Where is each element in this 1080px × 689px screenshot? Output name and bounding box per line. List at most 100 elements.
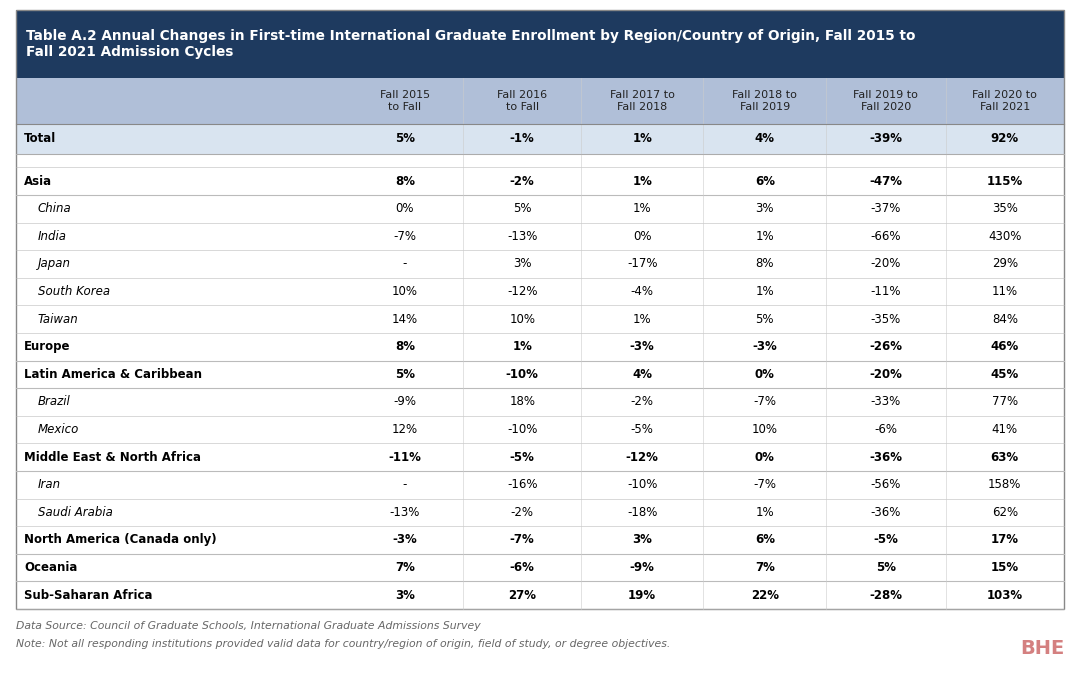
Text: 103%: 103% [987, 588, 1023, 601]
Text: 62%: 62% [991, 506, 1017, 519]
Text: 8%: 8% [395, 340, 415, 353]
Text: -7%: -7% [393, 230, 416, 243]
Text: Japan: Japan [38, 258, 71, 271]
Text: 0%: 0% [755, 451, 774, 464]
Bar [16, 167, 1064, 195]
Text: 6%: 6% [755, 175, 774, 187]
Text: -47%: -47% [869, 175, 902, 187]
Text: South Korea: South Korea [38, 285, 110, 298]
Text: Iran: Iran [38, 478, 62, 491]
Text: -17%: -17% [626, 258, 658, 271]
Text: 15%: 15% [990, 561, 1018, 574]
Text: Fall 2019 to
Fall 2020: Fall 2019 to Fall 2020 [853, 90, 918, 112]
Bar [16, 10, 1064, 78]
Text: 7%: 7% [755, 561, 774, 574]
Text: 5%: 5% [395, 132, 415, 145]
Text: -37%: -37% [870, 203, 901, 215]
Text: Oceania: Oceania [24, 561, 78, 574]
Text: -10%: -10% [505, 368, 539, 381]
Text: Middle East & North Africa: Middle East & North Africa [24, 451, 201, 464]
Text: -10%: -10% [627, 478, 658, 491]
Text: -5%: -5% [510, 451, 535, 464]
Text: 5%: 5% [756, 313, 774, 326]
Text: Saudi Arabia: Saudi Arabia [38, 506, 113, 519]
Text: 115%: 115% [987, 175, 1023, 187]
Text: -66%: -66% [870, 230, 901, 243]
Bar [16, 78, 1064, 124]
Text: Taiwan: Taiwan [38, 313, 79, 326]
Text: -13%: -13% [507, 230, 538, 243]
Text: 4%: 4% [632, 368, 652, 381]
Text: North America (Canada only): North America (Canada only) [24, 533, 217, 546]
Text: -: - [403, 258, 407, 271]
Text: 3%: 3% [632, 533, 652, 546]
Text: 8%: 8% [756, 258, 774, 271]
Text: -7%: -7% [753, 478, 777, 491]
Text: China: China [38, 203, 71, 215]
Text: 63%: 63% [990, 451, 1018, 464]
Text: 1%: 1% [633, 203, 651, 215]
Bar [16, 10, 1064, 609]
Text: Fall 2016
to Fall: Fall 2016 to Fall [497, 90, 548, 112]
Text: -2%: -2% [511, 506, 534, 519]
Text: 29%: 29% [991, 258, 1017, 271]
Text: 4%: 4% [755, 132, 774, 145]
Text: -12%: -12% [507, 285, 538, 298]
Text: -28%: -28% [869, 588, 902, 601]
Bar [16, 444, 1064, 471]
Text: -2%: -2% [631, 395, 653, 409]
Text: 41%: 41% [991, 423, 1017, 436]
Text: -3%: -3% [392, 533, 417, 546]
Text: -5%: -5% [631, 423, 653, 436]
Text: 0%: 0% [633, 230, 651, 243]
Text: -6%: -6% [875, 423, 897, 436]
Text: -33%: -33% [870, 395, 901, 409]
Text: Table A.2 Annual Changes in First-time International Graduate Enrollment by Regi: Table A.2 Annual Changes in First-time I… [26, 29, 916, 59]
Text: -11%: -11% [389, 451, 421, 464]
Text: -18%: -18% [627, 506, 658, 519]
Text: -13%: -13% [390, 506, 420, 519]
Text: -5%: -5% [874, 533, 899, 546]
Text: Latin America & Caribbean: Latin America & Caribbean [24, 368, 202, 381]
Text: 46%: 46% [990, 340, 1018, 353]
Text: 3%: 3% [395, 588, 415, 601]
Text: 14%: 14% [392, 313, 418, 326]
Text: 18%: 18% [509, 395, 536, 409]
Text: 5%: 5% [513, 203, 531, 215]
Bar [16, 499, 1064, 526]
Bar [16, 471, 1064, 499]
Text: 92%: 92% [990, 132, 1018, 145]
Text: Mexico: Mexico [38, 423, 79, 436]
Text: Note: Not all responding institutions provided valid data for country/region of : Note: Not all responding institutions pr… [16, 639, 671, 649]
Text: 1%: 1% [756, 285, 774, 298]
Text: 5%: 5% [876, 561, 895, 574]
Text: -6%: -6% [510, 561, 535, 574]
Text: 11%: 11% [991, 285, 1017, 298]
Text: 0%: 0% [755, 368, 774, 381]
Text: -7%: -7% [510, 533, 535, 546]
Text: 77%: 77% [991, 395, 1017, 409]
Text: -35%: -35% [870, 313, 901, 326]
Text: Total: Total [24, 132, 56, 145]
Bar [16, 278, 1064, 305]
Text: 1%: 1% [632, 132, 652, 145]
Text: 19%: 19% [629, 588, 657, 601]
Bar [16, 195, 1064, 223]
Text: -2%: -2% [510, 175, 535, 187]
Bar [16, 526, 1064, 554]
Text: 5%: 5% [395, 368, 415, 381]
Text: Fall 2020 to
Fall 2021: Fall 2020 to Fall 2021 [972, 90, 1037, 112]
Text: -11%: -11% [870, 285, 901, 298]
Text: 1%: 1% [756, 230, 774, 243]
Text: 10%: 10% [509, 313, 536, 326]
Text: 1%: 1% [756, 506, 774, 519]
Text: 17%: 17% [990, 533, 1018, 546]
Text: 8%: 8% [395, 175, 415, 187]
Text: -20%: -20% [869, 368, 902, 381]
Text: 84%: 84% [991, 313, 1017, 326]
Text: India: India [38, 230, 67, 243]
Text: Data Source: Council of Graduate Schools, International Graduate Admissions Surv: Data Source: Council of Graduate Schools… [16, 621, 481, 631]
Bar [16, 415, 1064, 444]
Bar [16, 388, 1064, 415]
Bar [16, 554, 1064, 582]
